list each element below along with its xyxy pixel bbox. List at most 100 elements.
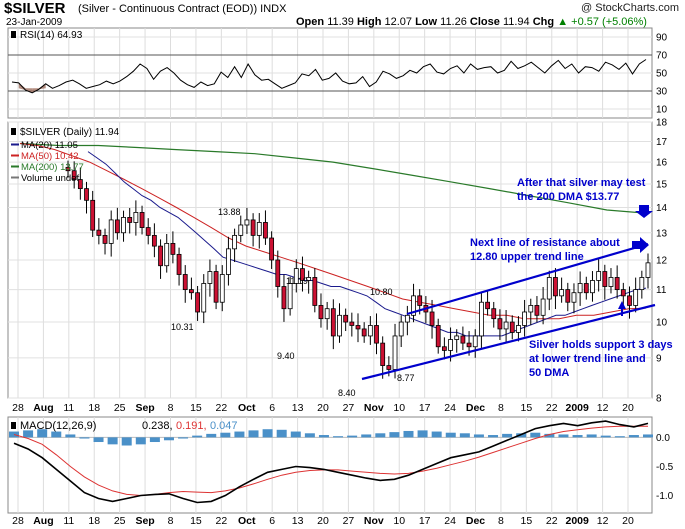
macd-histogram-bar: [37, 429, 48, 438]
stockcharts-credit[interactable]: @ StockCharts.com: [581, 2, 679, 14]
candle-body: [479, 301, 484, 337]
chg-label: Chg: [532, 16, 555, 28]
macd-histogram-bar: [65, 434, 76, 438]
macd-histogram-bar: [361, 434, 372, 438]
rsi-tick-label: 50: [656, 69, 668, 80]
rsi-tick-label: 90: [656, 33, 668, 44]
x-tick-label: 2009: [565, 515, 589, 527]
candle-body: [454, 335, 460, 340]
candle-body: [485, 301, 490, 310]
macd-histogram-bar: [431, 431, 442, 438]
x-tick-label: 27: [343, 515, 355, 527]
candle-body: [596, 271, 602, 281]
candle-body: [275, 259, 281, 287]
candle-body: [602, 271, 608, 287]
x-tick-label: 20: [317, 515, 329, 527]
macd-title-part: 0.238,: [142, 420, 173, 432]
candle-body: [614, 277, 620, 291]
x-tick-label: 24: [444, 515, 456, 527]
rsi-legend-icon: [11, 31, 16, 38]
macd-histogram-bar: [558, 434, 569, 438]
macd-histogram-bar: [572, 435, 583, 438]
annotation-text: the 200 DMA $13.77: [517, 191, 619, 203]
candle-body: [522, 311, 527, 326]
macd-histogram-bar: [643, 434, 653, 438]
macd-histogram-bar: [586, 434, 597, 438]
open-label: Open: [296, 16, 325, 28]
price-label: 9.40: [277, 351, 295, 361]
macd-histogram-bar: [262, 429, 273, 438]
x-tick-label: 6: [269, 402, 275, 414]
candle-body: [219, 274, 225, 303]
close-label: Close: [469, 16, 500, 28]
ma200-line: [19, 142, 647, 214]
macd-histogram-bar: [51, 431, 62, 438]
price-title: $SILVER (Daily) 11.94: [20, 127, 120, 138]
x-tick-label: 22: [215, 402, 227, 414]
candle-body: [608, 277, 614, 287]
x-tick-label: 20: [622, 402, 634, 414]
candle-body: [176, 253, 182, 275]
x-tick-label: 18: [88, 515, 100, 527]
upper-trend-line: [406, 242, 649, 316]
x-tick-label: Aug: [33, 515, 53, 527]
x-tick-label: 15: [190, 402, 202, 414]
macd-histogram-bar: [163, 437, 174, 441]
x-tick-label: 15: [190, 515, 202, 527]
candle-body: [633, 289, 639, 306]
rsi-title: RSI(14) 64.93: [20, 30, 83, 41]
candle-body: [300, 268, 305, 281]
macd-legend-icon: [11, 422, 16, 429]
x-tick-label: Sep: [135, 402, 154, 414]
candle-body: [404, 314, 410, 323]
x-tick-label: 6: [269, 515, 275, 527]
macd-histogram-bar: [318, 435, 329, 438]
candle-body: [577, 283, 583, 294]
candle-body: [77, 179, 83, 190]
x-tick-label: 25: [114, 402, 126, 414]
legend-entry: Volume undef: [21, 173, 79, 184]
price-label: 10.80: [370, 287, 393, 297]
x-tick-label: 8: [498, 402, 504, 414]
x-tick-label: 12: [597, 402, 609, 414]
x-tick-label: 8: [168, 402, 174, 414]
macd-histogram-bar: [79, 437, 90, 439]
candle-body: [355, 325, 361, 330]
macd-histogram-bar: [9, 431, 19, 438]
price-tick-label: 11: [656, 285, 667, 296]
x-tick-label: 22: [546, 515, 558, 527]
candle-body: [441, 346, 447, 351]
price-tick-label: 18: [656, 118, 668, 129]
candle-body: [343, 314, 349, 323]
price-tick-label: 16: [656, 158, 668, 169]
candle-body: [127, 217, 133, 223]
x-tick-label: 28: [12, 402, 24, 414]
candle-body: [448, 339, 453, 351]
x-tick-label: Aug: [33, 402, 53, 414]
price-tick-label: 9: [656, 353, 662, 364]
down-arrow-icon: [635, 205, 653, 218]
ma50-line: [19, 143, 647, 320]
macd-histogram-bar: [445, 432, 456, 438]
candle-body: [133, 212, 139, 223]
legend-entry: MA(200) 13.77: [21, 162, 84, 173]
legend-entry: MA(20) 11.05: [21, 140, 78, 151]
x-tick-label: 10: [393, 515, 405, 527]
macd-signal-line: [13, 425, 648, 497]
candle-body: [435, 325, 441, 348]
candle-body: [349, 321, 355, 326]
candle-body: [65, 166, 71, 172]
symbol-title: $SILVER: [4, 0, 66, 17]
price-label: 10.31: [171, 322, 194, 332]
macd-tick-label: 0.0: [656, 433, 670, 444]
macd-histogram-bar: [488, 435, 499, 438]
macd-title-part: MACD(12,26,9): [20, 420, 96, 432]
x-tick-label: Oct: [238, 402, 256, 414]
annotation-text: 12.80 upper trend line: [470, 251, 584, 263]
candle-body: [620, 289, 626, 297]
x-tick-label: 20: [622, 515, 634, 527]
macd-title-part: 0.047: [210, 420, 238, 432]
macd-histogram-bar: [192, 435, 203, 438]
price-tick-label: 8: [656, 394, 662, 405]
close-value: 11.94: [502, 16, 530, 28]
